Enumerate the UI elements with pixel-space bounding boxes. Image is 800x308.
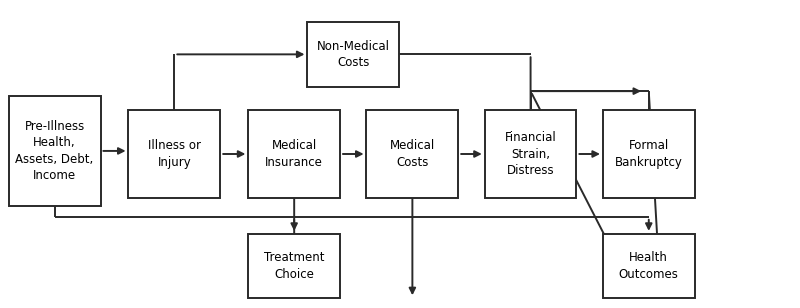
- Text: Medical
Costs: Medical Costs: [390, 139, 435, 169]
- FancyBboxPatch shape: [603, 234, 694, 298]
- FancyBboxPatch shape: [366, 110, 458, 198]
- Text: Treatment
Choice: Treatment Choice: [264, 251, 325, 281]
- FancyBboxPatch shape: [603, 110, 694, 198]
- Text: Medical
Insurance: Medical Insurance: [266, 139, 323, 169]
- FancyBboxPatch shape: [485, 110, 577, 198]
- FancyBboxPatch shape: [248, 110, 340, 198]
- FancyBboxPatch shape: [9, 96, 101, 206]
- Text: Illness or
Injury: Illness or Injury: [148, 139, 201, 169]
- Text: Non-Medical
Costs: Non-Medical Costs: [317, 40, 390, 69]
- FancyBboxPatch shape: [129, 110, 220, 198]
- FancyBboxPatch shape: [248, 234, 340, 298]
- Text: Financial
Strain,
Distress: Financial Strain, Distress: [505, 131, 557, 177]
- Text: Health
Outcomes: Health Outcomes: [619, 251, 678, 281]
- FancyBboxPatch shape: [307, 22, 399, 87]
- Text: Pre-Illness
Health,
Assets, Debt,
Income: Pre-Illness Health, Assets, Debt, Income: [15, 120, 94, 182]
- Text: Formal
Bankruptcy: Formal Bankruptcy: [615, 139, 682, 169]
